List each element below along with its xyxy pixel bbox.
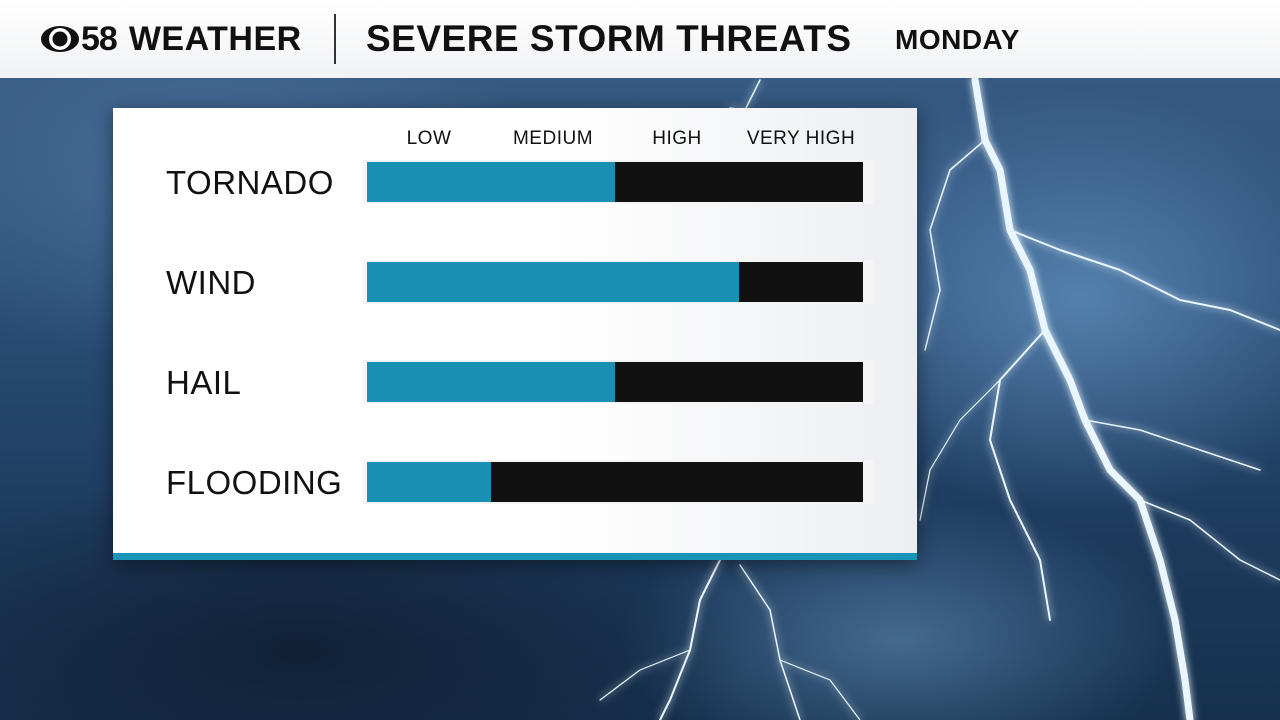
threat-label-flooding: FLOODING <box>166 464 343 501</box>
header-bar: 58 WEATHER SEVERE STORM THREATS MONDAY <box>0 0 1280 78</box>
threat-chart-panel: LOW MEDIUM HIGH VERY HIGH TORNADO WIND HAIL FL… <box>113 108 917 560</box>
threat-bar-track-flooding <box>363 460 873 504</box>
threat-bar-track-wind <box>363 260 873 304</box>
threat-bar-fill-tornado <box>367 162 615 202</box>
threat-bar-fill-wind <box>367 262 739 302</box>
scale-label-very-high: VERY HIGH <box>746 128 856 149</box>
threat-bar-fill-flooding <box>367 462 491 502</box>
threat-bar-background <box>367 162 863 202</box>
threat-bar-fill-hail <box>367 362 615 402</box>
page-title: SEVERE STORM THREATS <box>366 18 852 59</box>
header-divider <box>334 14 336 64</box>
threat-bar-background <box>367 362 863 402</box>
day-label: MONDAY <box>895 24 1020 55</box>
eye-logo-icon <box>41 26 79 52</box>
logo-word: WEATHER <box>128 19 302 58</box>
threat-label-hail: HAIL <box>166 364 242 401</box>
scale-label-low: LOW <box>406 128 452 149</box>
scale-label-medium: MEDIUM <box>512 128 594 149</box>
scale-label-high: HIGH <box>652 128 702 149</box>
threat-label-tornado: TORNADO <box>166 164 334 201</box>
logo-number: 58 <box>81 19 118 58</box>
threat-bar-background <box>367 262 863 302</box>
panel-accent-stripe <box>113 553 917 560</box>
station-logo: 58 WEATHER <box>40 18 302 60</box>
threat-bar-track-tornado <box>363 160 873 204</box>
threat-label-wind: WIND <box>166 264 256 301</box>
threat-bar-background <box>367 462 863 502</box>
threat-bar-track-hail <box>363 360 873 404</box>
